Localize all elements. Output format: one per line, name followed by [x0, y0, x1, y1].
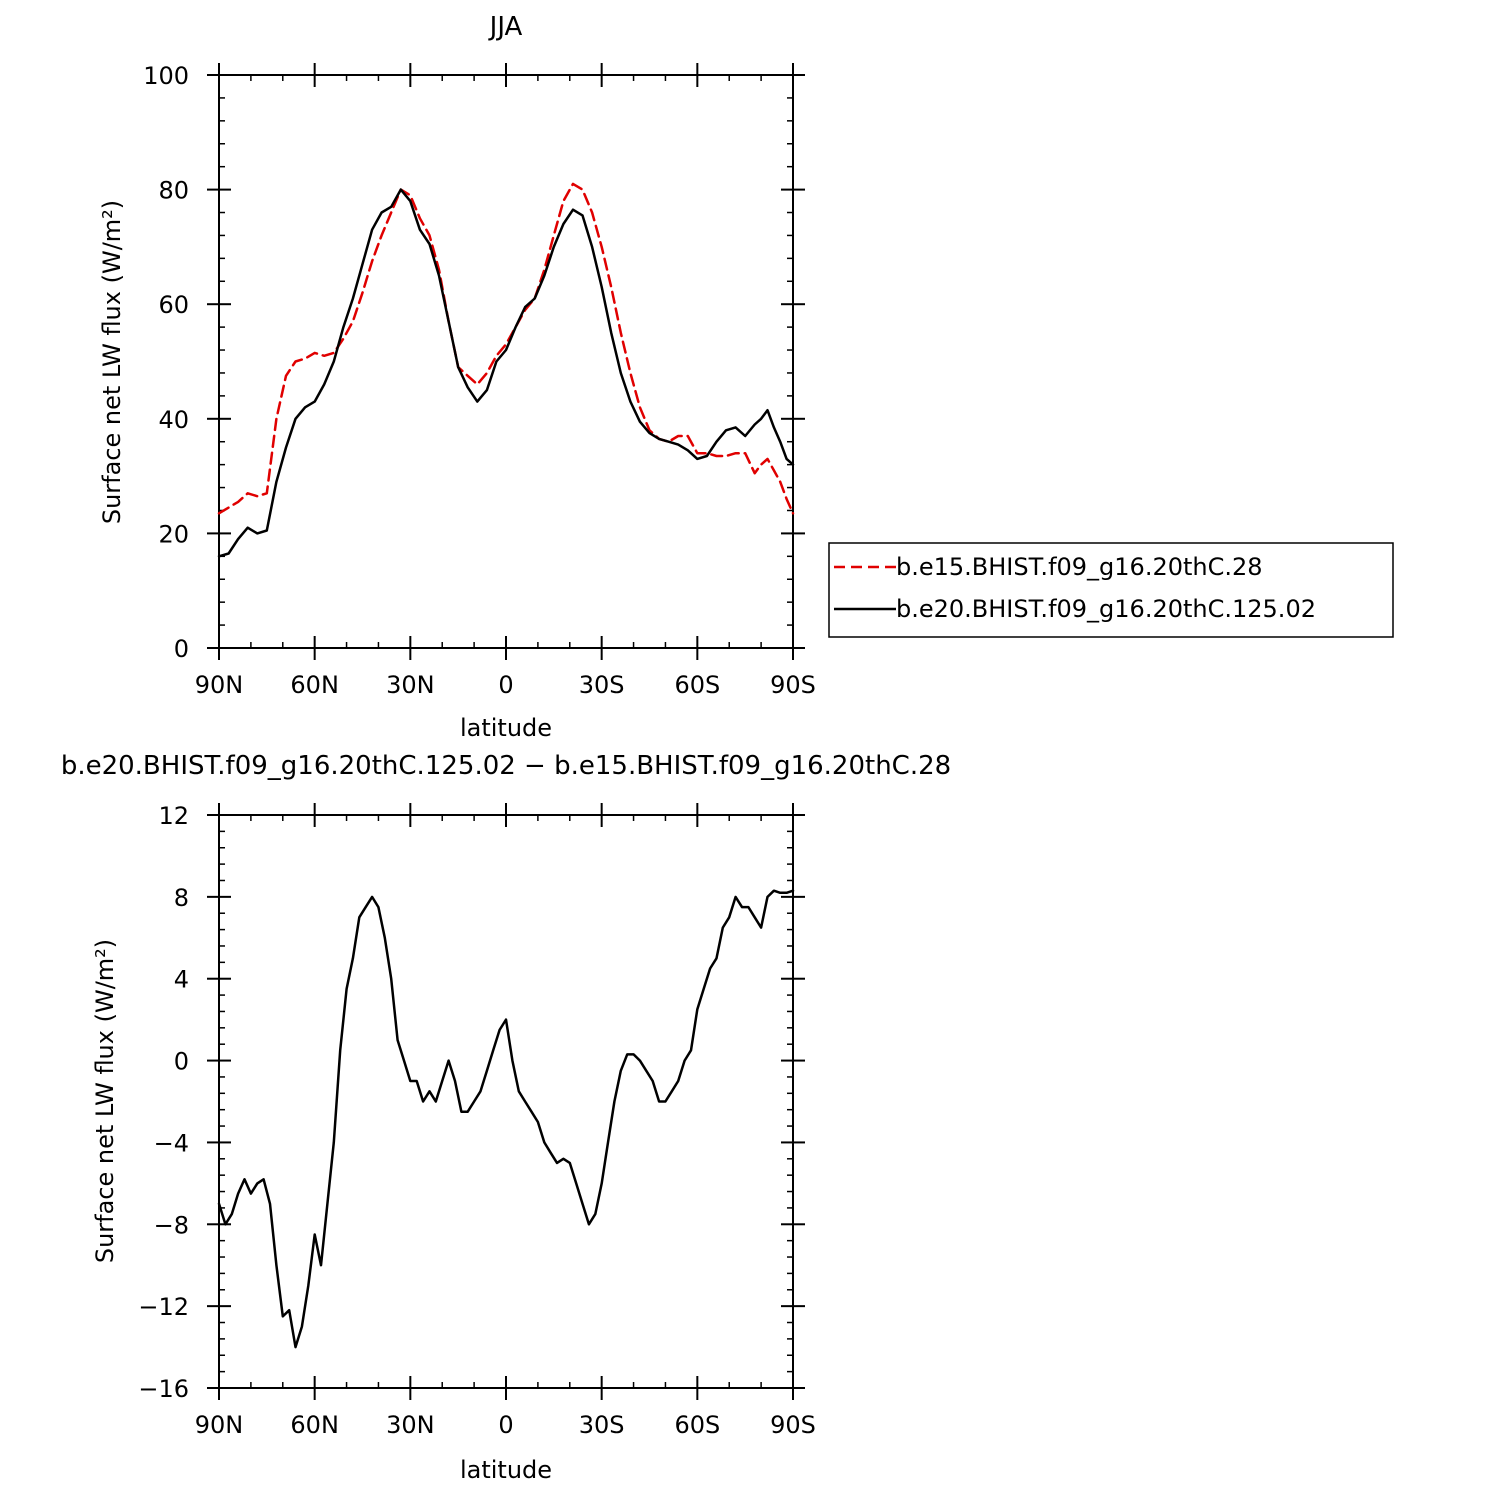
bottom-chart-title: b.e20.BHIST.f09_g16.20thC.125.02 − b.e15…	[61, 751, 951, 781]
top-y-tick-label: 60	[158, 291, 189, 319]
bottom-x-tick-label: 30S	[579, 1411, 625, 1439]
legend-label-series-2: b.e20.BHIST.f09_g16.20thC.125.02	[896, 595, 1316, 623]
legend-box	[828, 542, 1394, 638]
bottom-x-tick-label: 90S	[770, 1411, 816, 1439]
top-x-tick-label: 30N	[386, 671, 435, 699]
top-panel: JJA 90N 60N 30N 0 30S 60S 90S 0 20 40 60 80 100 lati…	[98, 12, 816, 742]
bottom-y-tick-label: 4	[174, 966, 189, 994]
top-x-tick-label: 60S	[674, 671, 720, 699]
top-y-tick-label: 80	[158, 177, 189, 205]
bottom-x-tick-label: 0	[498, 1411, 513, 1439]
bottom-y-tick-label: 0	[174, 1048, 189, 1076]
bottom-y-tick-label: −16	[138, 1375, 189, 1403]
bottom-y-axis-label: Surface net LW flux (W/m²)	[91, 939, 119, 1263]
bottom-y-tick-label: −8	[154, 1211, 189, 1239]
top-chart-title: JJA	[488, 12, 523, 42]
legend: b.e15.BHIST.f09_g16.20thC.28 b.e20.BHIST…	[828, 542, 1394, 638]
top-x-axis-label: latitude	[460, 714, 552, 742]
bottom-y-tick-label: −12	[138, 1293, 189, 1321]
bottom-x-tick-label: 60N	[290, 1411, 339, 1439]
top-series-line-2	[217, 188, 795, 558]
bottom-panel: b.e20.BHIST.f09_g16.20thC.125.02 − b.e15…	[61, 751, 951, 1484]
top-x-tick-label: 60N	[290, 671, 339, 699]
top-y-tick-label: 0	[174, 635, 189, 663]
bottom-x-tick-label: 90N	[195, 1411, 244, 1439]
bottom-y-tick-label: −4	[154, 1129, 189, 1157]
bottom-ticks: 90N 60N 30N 0 30S 60S 90S −16 −12 −8 −4 0 4 8 12	[138, 802, 816, 1439]
top-y-tick-label: 40	[158, 406, 189, 434]
top-x-tick-label: 0	[498, 671, 513, 699]
bottom-y-tick-label: 8	[174, 884, 189, 912]
top-x-tick-label: 90S	[770, 671, 816, 699]
top-x-tick-label: 90N	[195, 671, 244, 699]
bottom-series-line-1	[217, 889, 795, 1349]
legend-label-series-1: b.e15.BHIST.f09_g16.20thC.28	[896, 553, 1263, 581]
bottom-x-tick-label: 60S	[674, 1411, 720, 1439]
bottom-x-tick-label: 30N	[386, 1411, 435, 1439]
top-y-tick-label: 20	[158, 520, 189, 548]
bottom-series-group	[217, 889, 795, 1349]
top-y-axis-label: Surface net LW flux (W/m²)	[98, 200, 126, 524]
top-series-group	[217, 182, 795, 558]
top-series-line-1	[217, 182, 795, 515]
top-plot-frame	[218, 74, 794, 649]
bottom-x-axis-label: latitude	[460, 1456, 552, 1484]
bottom-y-tick-label: 12	[158, 802, 189, 830]
top-ticks: 90N 60N 30N 0 30S 60S 90S 0 20 40 60 80 100	[143, 62, 816, 699]
top-y-tick-label: 100	[143, 62, 189, 90]
top-x-tick-label: 30S	[579, 671, 625, 699]
